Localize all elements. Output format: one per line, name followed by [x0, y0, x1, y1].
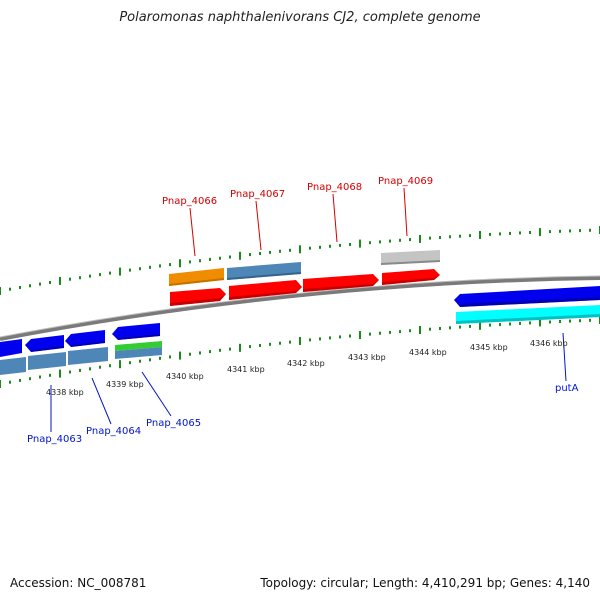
inner-tick-ring	[0, 316, 600, 388]
kbp-label-4345: 4345 kbp	[470, 343, 508, 352]
gene-pnap-4069-gray[interactable]	[381, 250, 440, 265]
gene-pnap-4063-steel[interactable]	[0, 357, 26, 375]
gene-pnap-4063-blue[interactable]	[0, 339, 22, 357]
genome-title: Polaromonas naphthalenivorans CJ2, compl…	[119, 10, 481, 25]
gene-pnap-4064-blue-b[interactable]	[65, 330, 105, 347]
leader-lines-bottom	[50, 332, 567, 432]
gene-pnap-4067-red[interactable]	[229, 280, 302, 300]
label-pnap-4067[interactable]: Pnap_4067	[230, 189, 285, 200]
leader-lines-top	[189, 187, 408, 257]
label-puta[interactable]: putA	[555, 383, 579, 394]
gene-pnap-4065-green[interactable]	[115, 341, 162, 351]
accession-text: Accession: NC_008781	[10, 576, 147, 590]
kbp-label-4344: 4344 kbp	[409, 348, 447, 357]
gene-pnap-4066-orange[interactable]	[169, 268, 224, 286]
kbp-label-4338: 4338 kbp	[46, 388, 84, 397]
kbp-label-4346: 4346 kbp	[530, 339, 568, 348]
gene-pnap-4065-steel[interactable]	[115, 347, 162, 359]
kbp-label-4341: 4341 kbp	[227, 365, 265, 374]
gene-pnap-4066-red[interactable]	[170, 288, 226, 306]
gene-pnap-4068-red[interactable]	[303, 274, 379, 292]
gene-puta-cyan[interactable]	[456, 305, 600, 324]
label-pnap-4066[interactable]: Pnap_4066	[162, 196, 217, 207]
kbp-label-4339: 4339 kbp	[106, 380, 144, 389]
label-pnap-4068[interactable]: Pnap_4068	[307, 182, 362, 193]
gene-puta-blue[interactable]	[454, 286, 600, 307]
kbp-label-4340: 4340 kbp	[166, 372, 204, 381]
outer-tick-ring	[0, 226, 600, 295]
genome-backbone	[0, 276, 600, 341]
gene-pnap-4064-steel-a[interactable]	[28, 352, 66, 370]
topology-text: Topology: circular; Length: 4,410,291 bp…	[260, 576, 590, 590]
label-pnap-4069[interactable]: Pnap_4069	[378, 176, 433, 187]
gene-pnap-4069-red[interactable]	[382, 269, 440, 285]
kbp-label-4342: 4342 kbp	[287, 359, 325, 368]
label-pnap-4063[interactable]: Pnap_4063	[27, 434, 82, 445]
gene-pnap-4065-blue[interactable]	[112, 323, 160, 340]
genome-backbone-highlight	[0, 275, 600, 338]
label-pnap-4065[interactable]: Pnap_4065	[146, 418, 201, 429]
gene-pnap-4067-steel[interactable]	[227, 262, 301, 280]
gene-pnap-4064-blue-a[interactable]	[25, 335, 64, 352]
label-pnap-4064[interactable]: Pnap_4064	[86, 426, 141, 437]
gene-pnap-4064-steel-b[interactable]	[68, 347, 108, 365]
kbp-label-4343: 4343 kbp	[348, 353, 386, 362]
